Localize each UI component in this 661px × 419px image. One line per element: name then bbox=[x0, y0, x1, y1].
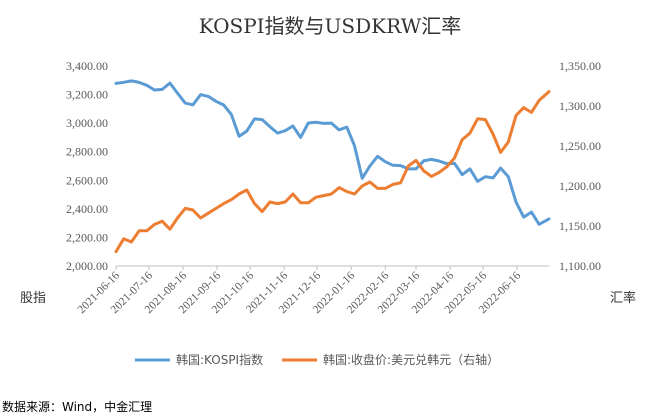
source-note: 数据来源：Wind，中金汇理 bbox=[2, 399, 152, 414]
y-left-tick-label: 2,000.00 bbox=[66, 259, 108, 273]
y-left-tick-label: 3,000.00 bbox=[66, 116, 108, 130]
y-left-tick-label: 3,400.00 bbox=[66, 59, 108, 73]
legend-label-usdkrw: 韩国:收盘价:美元兑韩元（右轴） bbox=[323, 352, 499, 367]
left-axis-ticks: 2,000.00 2,200.00 2,400.00 2,600.00 2,800.00… bbox=[66, 59, 108, 273]
y-left-tick-label: 2,400.00 bbox=[66, 202, 108, 216]
y-left-tick-label: 3,200.00 bbox=[66, 88, 108, 102]
y-left-tick-label: 2,200.00 bbox=[66, 230, 108, 244]
legend: 韩国:KOSPI指数 韩国:收盘价:美元兑韩元（右轴） bbox=[135, 352, 499, 367]
y-right-tick-label: 1,150.00 bbox=[559, 219, 601, 233]
y-left-tick-label: 2,800.00 bbox=[66, 145, 108, 159]
right-axis-label: 汇率 bbox=[610, 290, 636, 306]
x-axis-ticks: 2021-06-162021-07-162021-08-162021-09-16… bbox=[76, 266, 523, 316]
y-right-tick-label: 1,350.00 bbox=[559, 59, 601, 73]
y-right-tick-label: 1,100.00 bbox=[559, 259, 601, 273]
series-line-kospi bbox=[114, 79, 551, 226]
y-left-tick-label: 2,600.00 bbox=[66, 173, 108, 187]
y-right-tick-label: 1,200.00 bbox=[559, 179, 601, 193]
legend-label-kospi: 韩国:KOSPI指数 bbox=[176, 352, 263, 367]
right-axis-ticks: 1,100.00 1,150.00 1,200.00 1,250.00 1,300.00… bbox=[559, 59, 601, 273]
series-line-usdkrw bbox=[114, 90, 551, 254]
y-right-tick-label: 1,250.00 bbox=[559, 139, 601, 153]
y-right-tick-label: 1,300.00 bbox=[559, 99, 601, 113]
left-axis-label: 股指 bbox=[20, 291, 46, 306]
chart-title: KOSPI指数与USDKRW汇率 bbox=[199, 14, 462, 38]
